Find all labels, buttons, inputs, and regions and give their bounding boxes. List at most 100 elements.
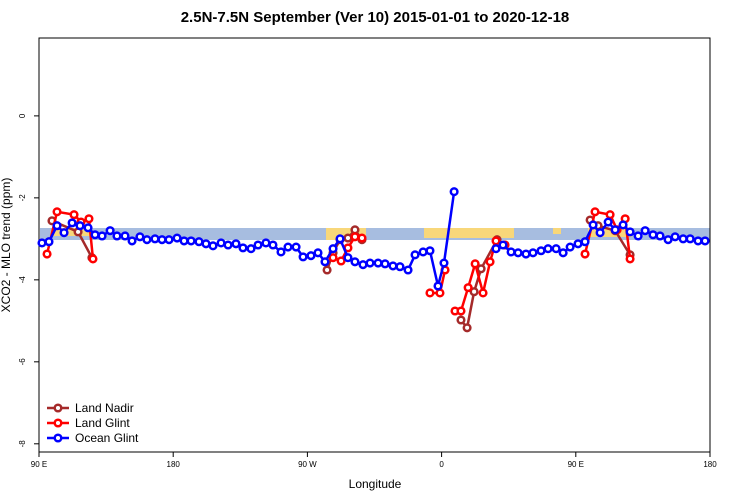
x-tick-label: 0: [439, 460, 444, 469]
data-point: [283, 242, 293, 252]
data-point: [670, 232, 680, 242]
data-point: [291, 242, 301, 252]
data-point: [328, 244, 338, 254]
x-tick-label: 90 E: [568, 460, 584, 469]
data-point: [433, 281, 443, 291]
data-point: [558, 248, 568, 258]
data-point: [268, 240, 278, 250]
y-tick-label: -8: [18, 440, 27, 448]
data-point: [700, 236, 710, 246]
data-point: [640, 226, 650, 236]
data-point: [298, 252, 308, 262]
data-point: [150, 234, 160, 244]
data-point: [112, 231, 122, 241]
legend-marker: [53, 433, 63, 443]
data-point: [276, 247, 286, 257]
data-point: [403, 265, 413, 275]
data-point: [208, 241, 218, 251]
data-point: [485, 257, 495, 267]
data-point: [580, 237, 590, 247]
y-tick-label: -2: [18, 194, 27, 202]
data-point: [491, 236, 501, 246]
data-point: [127, 236, 137, 246]
chart-title: 2.5N-7.5N September (Ver 10) 2015-01-01 …: [181, 9, 570, 26]
data-point: [536, 246, 546, 256]
legend-label: Land Glint: [75, 416, 130, 430]
data-point: [685, 234, 695, 244]
data-point: [120, 231, 130, 241]
data-point: [588, 220, 598, 230]
data-point: [75, 221, 85, 231]
data-point: [350, 225, 360, 235]
data-point: [456, 306, 466, 316]
data-point: [425, 246, 435, 256]
x-tick-label: 180: [703, 460, 717, 469]
data-point: [194, 237, 204, 247]
data-point: [84, 214, 94, 224]
data-point: [142, 235, 152, 245]
data-point: [528, 248, 538, 258]
data-point: [52, 207, 62, 217]
data-point: [343, 253, 353, 263]
data-point: [52, 221, 62, 231]
data-point: [343, 233, 353, 243]
data-point: [336, 256, 346, 266]
data-point: [625, 227, 635, 237]
legend-marker: [53, 403, 63, 413]
legend-label: Land Nadir: [75, 401, 134, 415]
data-point: [179, 236, 189, 246]
data-point: [105, 226, 115, 236]
data-point: [164, 235, 174, 245]
data-point: [521, 249, 531, 259]
data-point: [410, 250, 420, 260]
y-tick-label: -6: [18, 358, 27, 366]
data-point: [655, 231, 665, 241]
data-point: [37, 238, 47, 248]
data-point: [580, 249, 590, 259]
data-point: [88, 254, 98, 264]
data-point: [135, 232, 145, 242]
data-point: [350, 232, 360, 242]
x-tick-label: 90 W: [298, 460, 317, 469]
data-point: [456, 315, 466, 325]
data-point: [388, 261, 398, 271]
data-point: [373, 258, 383, 268]
x-tick-label: 180: [167, 460, 181, 469]
data-point: [513, 248, 523, 258]
data-point: [357, 233, 367, 243]
data-point: [543, 244, 553, 254]
data-point: [605, 210, 615, 220]
data-point: [335, 234, 345, 244]
data-point: [618, 220, 628, 230]
y-tick-label: 0: [18, 113, 27, 118]
data-point: [223, 240, 233, 250]
data-point: [470, 259, 480, 269]
data-point: [449, 187, 459, 197]
data-point: [238, 243, 248, 253]
plot-frame: [38, 37, 711, 453]
data-point: [216, 238, 226, 248]
data-point: [186, 236, 196, 246]
legend-marker: [53, 418, 63, 428]
data-point: [358, 260, 368, 270]
data-point: [693, 236, 703, 246]
data-point: [322, 265, 332, 275]
data-point: [418, 247, 428, 257]
y-axis-label: XCO2 - MLO trend (ppm): [0, 178, 13, 313]
data-point: [350, 257, 360, 267]
data-point: [565, 242, 575, 252]
data-point: [42, 249, 52, 259]
data-point: [306, 251, 316, 261]
data-point: [83, 223, 93, 233]
data-point: [663, 235, 673, 245]
data-point: [590, 207, 600, 217]
data-point: [253, 240, 263, 250]
data-point: [44, 237, 54, 247]
data-point: [633, 231, 643, 241]
data-point: [425, 288, 435, 298]
data-point: [320, 257, 330, 267]
data-point: [201, 239, 211, 249]
data-point: [380, 259, 390, 269]
data-point: [59, 228, 69, 238]
